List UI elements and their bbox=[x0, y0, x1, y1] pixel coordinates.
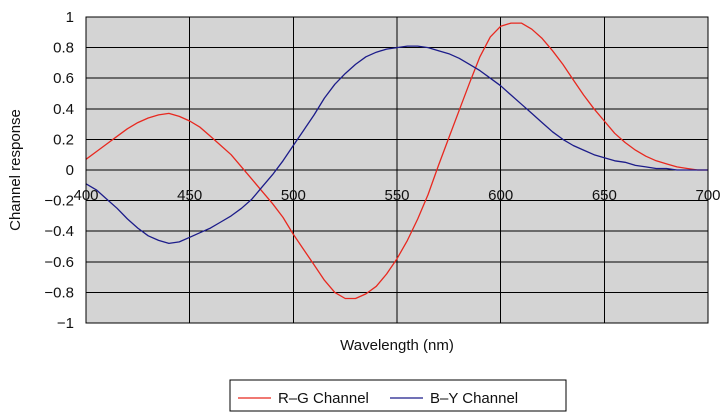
y-tick-labels: 1 0.8 0.6 0.4 0.2 0 −0.2 −0.4 −0.6 −0.8 −1 bbox=[44, 9, 74, 332]
x-tick-labels: 400 450 500 550 600 650 700 bbox=[73, 187, 720, 204]
x-tick-label: 650 bbox=[592, 187, 617, 204]
y-tick-label: 0.4 bbox=[53, 101, 74, 118]
x-tick-label: 700 bbox=[695, 187, 720, 204]
legend-label-by: B–Y Channel bbox=[430, 390, 518, 407]
plot-frame bbox=[85, 16, 709, 324]
y-tick-label: 1 bbox=[66, 9, 74, 26]
y-tick-label: −0.4 bbox=[44, 223, 74, 240]
y-tick-label: 0.8 bbox=[53, 40, 74, 57]
y-tick-label: 0.6 bbox=[53, 70, 74, 87]
y-tick-label: −0.8 bbox=[44, 284, 74, 301]
x-tick-label: 400 bbox=[73, 187, 98, 204]
y-tick-label: 0.2 bbox=[53, 131, 74, 148]
legend: R–G Channel B–Y Channel bbox=[229, 379, 567, 412]
y-tick-label: −0.2 bbox=[44, 193, 74, 210]
x-tick-label: 600 bbox=[488, 187, 513, 204]
y-tick-label: −1 bbox=[57, 315, 74, 332]
x-tick-label: 550 bbox=[384, 187, 409, 204]
y-axis-title: Channel response bbox=[7, 109, 24, 231]
y-tick-label: −0.6 bbox=[44, 254, 74, 271]
y-tick-label: 0 bbox=[66, 162, 74, 179]
legend-label-rg: R–G Channel bbox=[278, 390, 369, 407]
series-line-by bbox=[85, 45, 708, 245]
series-lines bbox=[85, 22, 708, 300]
series-line-rg bbox=[85, 22, 708, 300]
x-axis-title: Wavelength (nm) bbox=[340, 337, 454, 354]
legend-box bbox=[229, 379, 567, 412]
x-tick-label: 450 bbox=[177, 187, 202, 204]
x-tick-label: 500 bbox=[281, 187, 306, 204]
